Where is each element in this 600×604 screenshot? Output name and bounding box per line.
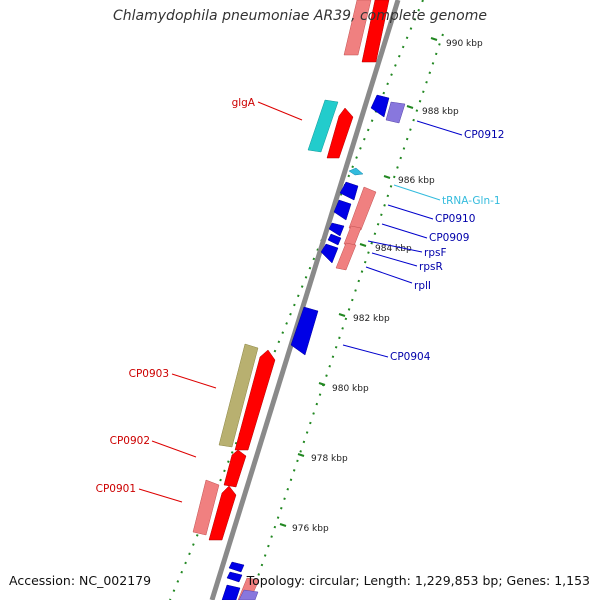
gene-cp0902[interactable] xyxy=(223,449,247,488)
gene-cp0903[interactable] xyxy=(218,343,259,448)
gene-top-forward[interactable] xyxy=(361,0,390,63)
label-leader-line xyxy=(416,120,463,136)
label-leader-line xyxy=(367,240,423,253)
gene-cp0912[interactable] xyxy=(370,94,390,118)
left-gene-labels: glgA CP0903 CP0902 CP0901 xyxy=(96,97,303,503)
scale-tick-label: 984 kbp xyxy=(375,244,412,254)
gene-bottom-reverse-3[interactable] xyxy=(221,584,241,601)
scale-tick-label: 980 kbp xyxy=(332,384,369,394)
scale-tick-label: 976 kbp xyxy=(292,524,329,534)
gene-rplI-forward[interactable] xyxy=(335,242,357,271)
label-leader-line xyxy=(387,204,434,220)
gene-label-cp0902[interactable]: CP0902 xyxy=(110,435,150,447)
label-leader-line xyxy=(393,184,441,201)
scale-tick-mark xyxy=(318,382,326,386)
scale-ticks: 976 kbp 978 kbp 980 kbp 982 kbp 984 kbp … xyxy=(279,37,483,534)
gene-rpsF[interactable] xyxy=(328,222,345,237)
scale-tick-mark xyxy=(383,175,391,179)
reverse-genes xyxy=(221,94,406,601)
gene-top-forward-light[interactable] xyxy=(343,0,372,56)
genome-axis xyxy=(209,0,401,601)
gene-label-cp0903[interactable]: CP0903 xyxy=(129,368,169,380)
label-leader-line xyxy=(151,440,197,458)
gene-cp0909[interactable] xyxy=(333,199,352,221)
gene-label-glgA[interactable]: glgA xyxy=(232,97,256,109)
gene-cp0904[interactable] xyxy=(290,306,319,356)
gene-label-cp0910[interactable]: CP0910 xyxy=(435,213,475,225)
gene-trna-gln-1[interactable] xyxy=(348,167,364,176)
scale-tick-mark xyxy=(279,523,287,527)
gene-glgA-partner[interactable] xyxy=(326,107,354,159)
scale-tick-label: 988 kbp xyxy=(422,107,459,117)
label-leader-line xyxy=(371,252,418,267)
right-gene-labels: CP0912 tRNA-Gln-1 CP0910 CP0909 rpsF rps… xyxy=(342,120,504,363)
gene-rpsR[interactable] xyxy=(327,233,342,246)
gene-label-cp0901[interactable]: CP0901 xyxy=(96,483,136,495)
label-leader-line xyxy=(342,344,389,358)
scale-tick-mark xyxy=(359,243,367,247)
gene-label-trna-gln-1[interactable]: tRNA-Gln-1 xyxy=(442,195,501,207)
scale-tick-label: 990 kbp xyxy=(446,39,483,49)
scale-tick-mark xyxy=(406,105,414,109)
gene-label-cp0912[interactable]: CP0912 xyxy=(464,129,504,141)
scale-tick-mark xyxy=(297,453,305,457)
label-leader-line xyxy=(138,488,183,503)
gene-cp0910[interactable] xyxy=(339,181,359,201)
label-leader-line xyxy=(171,373,217,389)
gene-label-cp0909[interactable]: CP0909 xyxy=(429,232,469,244)
genome-summary-text: Topology: circular; Length: 1,229,853 bp… xyxy=(246,573,590,588)
gene-label-rpsF[interactable]: rpsF xyxy=(424,247,447,259)
forward-genes xyxy=(192,0,390,601)
gene-cp0901[interactable] xyxy=(192,479,220,536)
label-leader-line xyxy=(257,101,303,121)
map-title: Chlamydophila pneumoniae AR39, complete … xyxy=(113,8,487,24)
gene-label-rplI[interactable]: rplI xyxy=(414,280,431,292)
label-leader-line xyxy=(381,223,428,239)
gene-label-rpsR[interactable]: rpsR xyxy=(419,261,443,273)
gene-glgA[interactable] xyxy=(307,99,339,153)
gene-cp0912-light[interactable] xyxy=(385,101,406,124)
scale-tick-mark xyxy=(338,313,346,317)
gene-label-cp0904[interactable]: CP0904 xyxy=(390,351,431,363)
scale-tick-mark xyxy=(430,37,438,41)
gene-bottom-reverse-1[interactable] xyxy=(228,561,245,573)
gene-cp0901-partner[interactable] xyxy=(208,485,237,541)
gene-cp0903-partner[interactable] xyxy=(234,349,276,451)
gene-rplI[interactable] xyxy=(320,243,339,264)
label-leader-line xyxy=(365,266,413,284)
scale-tick-label: 986 kbp xyxy=(398,176,435,186)
gene-bottom-reverse-2[interactable] xyxy=(226,571,243,583)
accession-text: Accession: NC_002179 xyxy=(9,573,152,588)
scale-tick-label: 978 kbp xyxy=(311,454,348,464)
scale-tick-label: 982 kbp xyxy=(353,314,390,324)
